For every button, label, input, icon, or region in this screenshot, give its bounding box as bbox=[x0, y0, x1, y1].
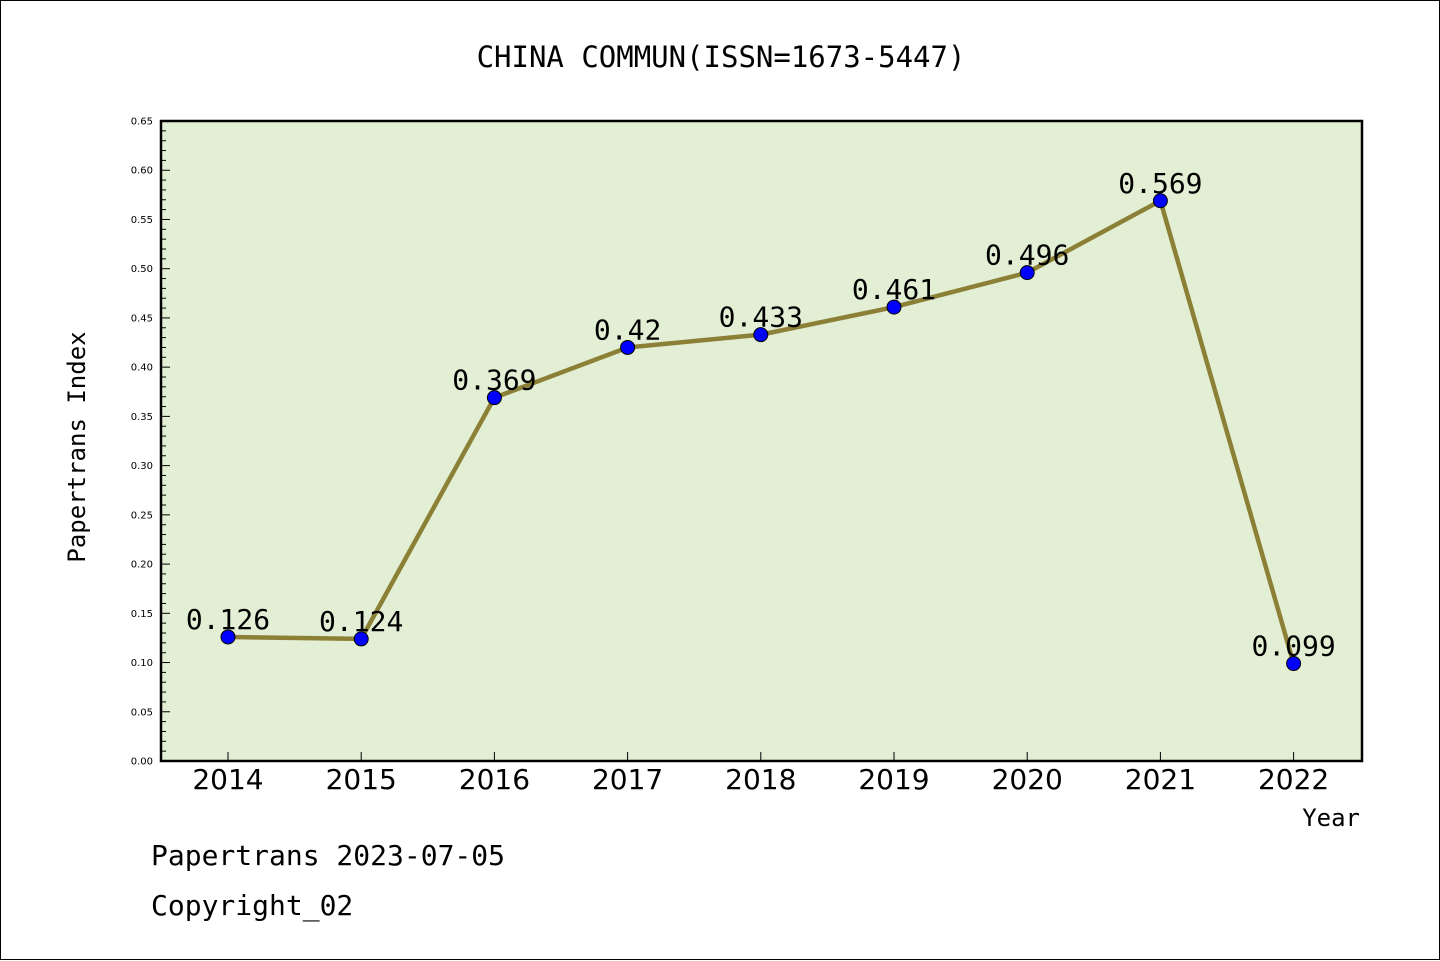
x-tick-label: 2014 bbox=[192, 763, 263, 796]
y-tick-label: 0.05 bbox=[131, 707, 153, 718]
data-label: 0.42 bbox=[594, 313, 661, 346]
x-axis: 2014 2015 2016 2017 2018 2019 2020 2021 2022 bbox=[192, 752, 1329, 796]
y-tick-label: 0.45 bbox=[131, 313, 153, 324]
data-point bbox=[753, 327, 769, 343]
data-label: 0.369 bbox=[452, 364, 536, 397]
x-tick-label: 2017 bbox=[592, 763, 663, 796]
plot-frame bbox=[159, 119, 1364, 763]
data-point bbox=[1286, 656, 1302, 672]
y-tick-label: 0.00 bbox=[131, 757, 153, 768]
data-point bbox=[220, 629, 236, 645]
data-label: 0.124 bbox=[319, 605, 403, 638]
y-tick-label: 0.20 bbox=[131, 560, 153, 571]
y-tick-label: 0.50 bbox=[131, 264, 153, 275]
y-tick-label: 0.55 bbox=[131, 215, 153, 226]
y-axis-label: Papertrans Index bbox=[63, 331, 91, 562]
data-label: 0.099 bbox=[1251, 630, 1335, 663]
footer-copyright: Copyright_02 bbox=[151, 889, 353, 923]
y-tick-label: 0.35 bbox=[131, 412, 153, 423]
y-tick-label: 0.10 bbox=[131, 658, 153, 669]
y-tick-label: 0.15 bbox=[131, 609, 153, 620]
data-label: 0.433 bbox=[719, 301, 803, 334]
x-tick-label: 2020 bbox=[992, 763, 1063, 796]
x-tick-label: 2019 bbox=[858, 763, 929, 796]
footer-date: Papertrans 2023-07-05 bbox=[151, 839, 505, 872]
data-label: 0.126 bbox=[186, 603, 270, 636]
chart-title: CHINA COMMUN(ISSN=1673-5447) bbox=[477, 40, 966, 74]
x-tick-label: 2022 bbox=[1258, 763, 1329, 796]
x-tick-label: 2018 bbox=[725, 763, 796, 796]
x-tick-label: 2015 bbox=[326, 763, 397, 796]
data-point bbox=[1019, 265, 1035, 281]
data-point bbox=[886, 299, 902, 315]
data-labels-layer: 0.126 0.124 0.369 0.42 0.433 0.461 0.496 0.569 0… bbox=[186, 167, 1336, 663]
data-point bbox=[1152, 193, 1168, 209]
x-tick-label: 2021 bbox=[1125, 763, 1196, 796]
data-point bbox=[486, 390, 502, 406]
data-label: 0.496 bbox=[985, 239, 1069, 272]
data-point bbox=[620, 339, 636, 355]
data-point bbox=[353, 631, 369, 647]
y-tick-label: 0.60 bbox=[131, 166, 153, 177]
y-tick-label: 0.25 bbox=[131, 510, 153, 521]
data-label: 0.461 bbox=[852, 273, 936, 306]
x-tick-label: 2016 bbox=[459, 763, 530, 796]
y-axis: 0.00 0.05 0.10 0.15 0.20 0.25 0.30 0.35 0.40 0.45… bbox=[131, 117, 170, 768]
y-tick-label: 0.65 bbox=[131, 117, 153, 128]
points-layer bbox=[220, 193, 1302, 672]
y-tick-label: 0.30 bbox=[131, 461, 153, 472]
y-tick-label: 0.40 bbox=[131, 363, 153, 374]
data-label: 0.569 bbox=[1118, 167, 1202, 200]
x-axis-label: Year bbox=[1302, 804, 1360, 832]
plot-area bbox=[161, 121, 1362, 761]
